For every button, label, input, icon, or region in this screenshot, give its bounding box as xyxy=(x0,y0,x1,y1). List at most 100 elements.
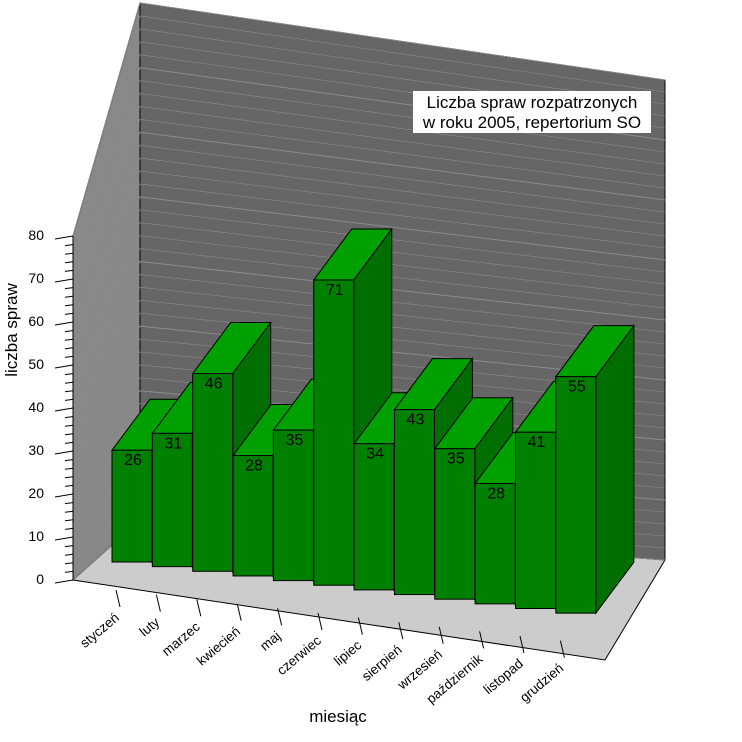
grid-line-back xyxy=(139,287,666,345)
y-tick-label: 10 xyxy=(28,528,44,544)
y-tick xyxy=(54,364,74,369)
grid-line-side xyxy=(72,287,141,426)
x-tick xyxy=(479,631,485,649)
grid-line-back xyxy=(139,15,666,93)
y-tick xyxy=(64,553,74,556)
bar-front xyxy=(313,279,355,586)
grid-line-side xyxy=(72,248,141,400)
y-tick xyxy=(64,459,74,462)
grid-line-back xyxy=(139,170,666,237)
grid-line-side xyxy=(72,222,141,383)
grid-line-side xyxy=(72,325,141,452)
grid-line-side xyxy=(72,390,141,495)
bar-value-label: 71 xyxy=(326,282,344,299)
x-tick xyxy=(236,603,242,621)
bar-front xyxy=(232,455,274,577)
y-tick xyxy=(64,252,74,255)
bar-value-label: 41 xyxy=(528,434,546,451)
y-tick-label: 40 xyxy=(28,399,44,415)
x-tick xyxy=(115,589,121,608)
bar-front xyxy=(353,443,395,591)
bar-value-label: 28 xyxy=(245,458,263,475)
bar-value-label: 28 xyxy=(487,485,505,502)
bar-value-label: 31 xyxy=(164,435,182,452)
y-tick xyxy=(64,476,74,479)
grid-line-back xyxy=(139,106,666,177)
grid-line-back xyxy=(139,119,666,189)
bar-value-label: 46 xyxy=(205,376,223,393)
grid-line-side xyxy=(72,183,141,357)
grid-line-side xyxy=(72,209,141,374)
y-tick xyxy=(64,424,74,427)
y-tick xyxy=(64,312,74,315)
bar-front xyxy=(393,409,435,596)
grid-line-side xyxy=(72,2,141,237)
grid-line-side xyxy=(72,145,141,331)
y-tick xyxy=(54,235,74,240)
y-tick xyxy=(64,347,74,350)
x-tick xyxy=(196,599,202,617)
y-tick xyxy=(64,441,74,444)
bar-front xyxy=(151,432,193,568)
grid-line-back xyxy=(139,209,666,273)
x-axis-title: miesiąc xyxy=(309,707,367,726)
x-tick xyxy=(398,622,404,640)
x-tick-label: luty xyxy=(137,614,163,639)
y-tick xyxy=(64,467,74,470)
y-tick xyxy=(54,493,74,498)
grid-line-back xyxy=(139,93,666,165)
grid-line-side xyxy=(72,41,141,262)
grid-line-side xyxy=(72,196,141,366)
y-axis-title: liczba spraw xyxy=(2,283,21,377)
y-tick xyxy=(64,261,74,264)
x-tick xyxy=(559,640,565,658)
grid-line-side xyxy=(72,338,141,460)
y-tick xyxy=(64,398,74,401)
y-tick xyxy=(64,287,74,290)
bar-value-label: 35 xyxy=(447,451,465,468)
y-tick xyxy=(64,527,74,530)
y-tick xyxy=(64,295,74,298)
grid-line-side xyxy=(72,106,141,305)
x-tick-label: maj xyxy=(257,628,283,653)
grid-line-back xyxy=(139,196,666,261)
y-tick xyxy=(64,390,74,393)
grid-line-side xyxy=(72,67,141,280)
x-tick xyxy=(277,608,283,626)
y-tick xyxy=(54,278,74,283)
x-tick-label: lipiec xyxy=(331,637,364,668)
bar: 55 xyxy=(554,324,635,615)
y-tick xyxy=(64,519,74,522)
grid-line-back xyxy=(139,131,666,201)
grid-line-side xyxy=(72,235,141,391)
bar-front xyxy=(111,449,153,563)
grid-line-side xyxy=(72,15,141,245)
bar-value-label: 35 xyxy=(286,432,304,449)
bar-front xyxy=(555,376,597,614)
grid-line-side xyxy=(72,93,141,297)
grid-line-side xyxy=(72,132,141,323)
grid-line-back xyxy=(139,157,666,225)
grid-line-back xyxy=(139,299,666,357)
x-tick xyxy=(438,626,444,644)
grid-line-back xyxy=(139,235,666,297)
grid-line-back xyxy=(139,2,666,81)
bar-front xyxy=(272,429,314,582)
bar-front xyxy=(474,482,516,605)
y-tick xyxy=(64,355,74,358)
grid-line-back xyxy=(139,222,666,285)
grid-line-back xyxy=(139,144,666,213)
grid-line-side xyxy=(72,313,141,443)
y-tick xyxy=(54,407,74,412)
y-tick xyxy=(64,244,74,247)
grid-line-side xyxy=(72,54,141,271)
bar-value-label: 55 xyxy=(568,379,586,396)
y-tick xyxy=(64,416,74,419)
y-tick xyxy=(54,579,74,584)
grid-line-side xyxy=(72,364,141,477)
y-tick-label: 60 xyxy=(28,313,44,329)
y-tick xyxy=(64,510,74,513)
y-tick xyxy=(54,450,74,455)
grid-line-side xyxy=(72,119,141,314)
bar-front xyxy=(434,448,476,600)
